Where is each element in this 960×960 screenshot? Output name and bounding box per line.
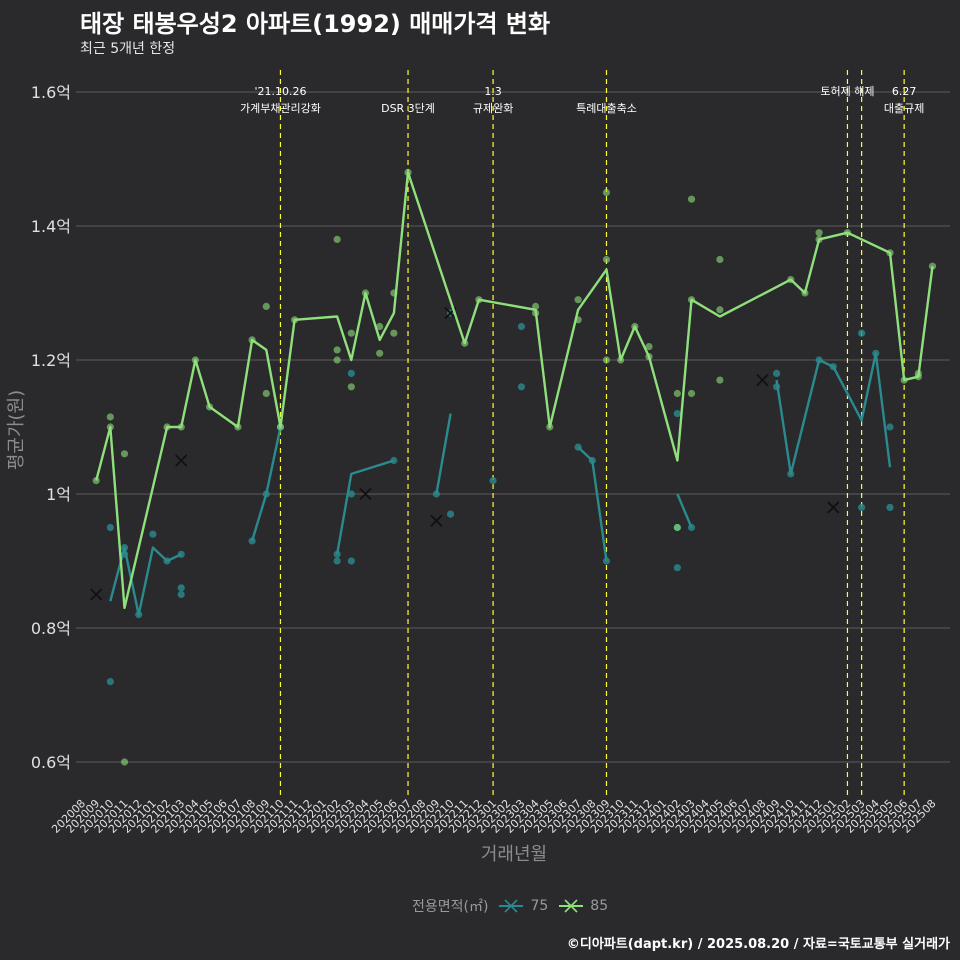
data-point (858, 329, 866, 337)
y-tick-label: 0.6억 (31, 753, 71, 772)
data-point (120, 450, 129, 458)
data-point (602, 255, 611, 264)
series-line (577, 446, 608, 562)
data-point (532, 302, 540, 310)
grid-lines (76, 91, 950, 763)
data-point (858, 503, 866, 511)
data-point (517, 383, 526, 391)
data-point (489, 477, 497, 485)
data-point (376, 349, 384, 357)
legend: 전용면적(㎡) 75 85 (412, 896, 608, 916)
data-point (815, 229, 823, 237)
event-label: '21.10.26 (254, 85, 306, 98)
data-point (687, 389, 696, 398)
series-75 (106, 306, 894, 686)
cross-marker (827, 501, 840, 514)
data-point (716, 376, 724, 384)
data-point (673, 564, 681, 572)
data-point (333, 346, 341, 354)
series-line (250, 426, 282, 542)
data-point (673, 389, 681, 398)
data-point (120, 758, 129, 766)
data-point (347, 383, 355, 391)
legend-swatch-75 (499, 899, 524, 913)
data-point (262, 302, 270, 310)
y-tick-label: 1.6억 (31, 83, 71, 102)
data-point (347, 369, 355, 377)
data-point (106, 523, 114, 532)
data-point (574, 296, 582, 304)
data-point (446, 510, 455, 518)
y-tick-label: 0.8억 (31, 619, 71, 638)
data-point (772, 369, 781, 377)
data-point (673, 410, 681, 418)
data-point (602, 356, 611, 364)
y-axis-label: 평균가(원) (6, 390, 27, 470)
data-point (517, 322, 526, 331)
legend-item-75: 75 (498, 898, 548, 914)
data-point (149, 530, 157, 538)
series-line (435, 413, 452, 495)
data-point (886, 503, 894, 511)
data-point (106, 678, 114, 686)
legend-title: 전용면적(㎡) (412, 899, 489, 915)
data-point (347, 329, 355, 337)
event-label: 6.27 (892, 85, 917, 98)
y-tick-labels: 0.6억 0.8억 1억 1.2억 1.4억 1.6억 (31, 83, 71, 772)
cross-marker (90, 588, 103, 601)
data-point (106, 413, 114, 421)
data-point (432, 490, 440, 498)
data-point (177, 590, 185, 599)
data-point (376, 322, 384, 331)
event-label: 대출규제 (884, 102, 924, 115)
x-tick-labels: 2020082020092020102020112020122021012021… (49, 797, 938, 836)
data-point (886, 423, 894, 431)
cross-marker (756, 373, 769, 387)
cross-marker (175, 454, 188, 467)
event-label: 1.3 (484, 85, 502, 98)
series-line (676, 493, 693, 528)
y-tick-label: 1.2억 (31, 351, 71, 370)
data-point (716, 306, 724, 314)
data-point (333, 557, 341, 565)
event-label: 토허제 해제 (820, 84, 874, 98)
data-point (687, 195, 696, 203)
data-point (645, 343, 653, 351)
series-85 (90, 168, 937, 766)
data-point (390, 329, 398, 337)
data-point (262, 389, 270, 398)
data-point (333, 356, 341, 364)
legend-item-85: 85 (558, 898, 608, 914)
legend-label-75: 75 (530, 898, 549, 914)
data-point (716, 255, 724, 264)
legend-label-85: 85 (590, 898, 609, 914)
data-point (177, 584, 185, 592)
series-line (95, 171, 934, 610)
legend-swatch-85 (559, 899, 584, 913)
policy-event-lines: '21.10.26 가계부채관리강화 DSR 3단계 1.3 규제완화 특례대출축소 토허제… (240, 70, 924, 796)
event-label: 특례대출축소 (576, 102, 637, 115)
data-point (92, 477, 100, 485)
chart-subtitle: 최근 5개년 한정 (80, 41, 176, 57)
event-label: 가계부채관리강화 (240, 102, 321, 115)
series-line (335, 459, 395, 555)
event-label: 규제완화 (473, 102, 513, 115)
series-line (109, 546, 182, 616)
chart-title: 태장 태봉우성2 아파트(1992) 매매가격 변화 (80, 10, 551, 38)
event-label: DSR 3단계 (381, 102, 435, 115)
data-point (347, 557, 355, 565)
cross-marker (359, 487, 372, 501)
data-point (333, 235, 341, 243)
y-tick-label: 1억 (46, 485, 71, 504)
data-point (673, 523, 681, 532)
data-point (347, 490, 355, 498)
cross-marker (430, 514, 443, 527)
data-point (602, 188, 611, 197)
source-caption: ©디아파트(dapt.kr) / 2025.08.20 / 자료=국토교통부 실… (566, 937, 950, 952)
series-line (775, 352, 892, 476)
x-axis-label: 거래년월 (481, 844, 547, 865)
y-tick-label: 1.4억 (31, 217, 71, 236)
